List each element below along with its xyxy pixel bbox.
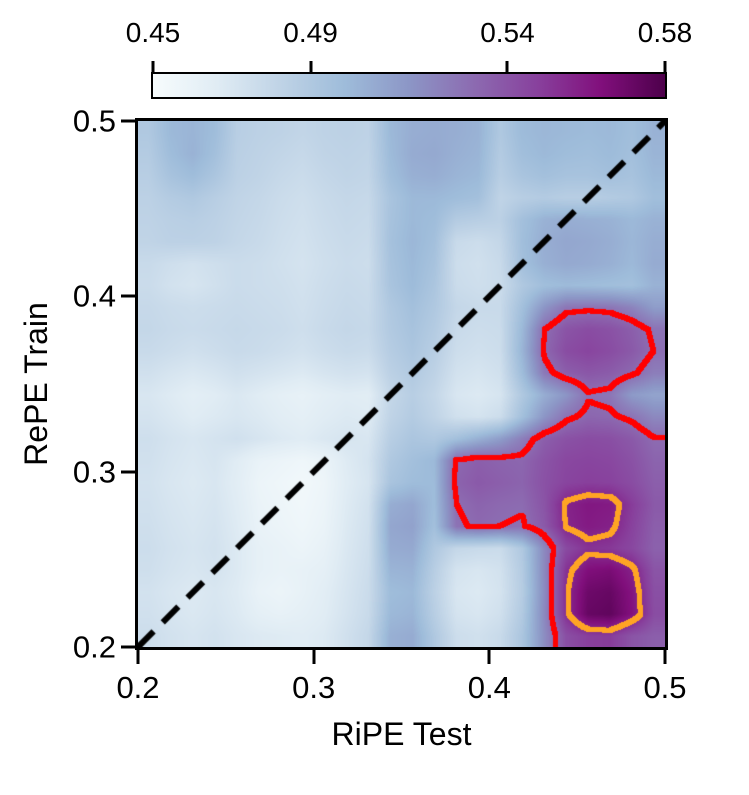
colorbar-tick — [505, 61, 509, 72]
colorbar-tick-label: 0.45 — [125, 17, 181, 48]
y-tick — [121, 294, 135, 298]
colorbar: 0.45 0.49 0.54 0.58 — [126, 17, 692, 99]
y-tick — [121, 645, 135, 649]
plot-area: 0.5 0.4 0.3 0.2 0.2 0.3 0.4 0.5 RiPE Tes… — [18, 106, 687, 753]
colorbar-tick-label: 0.54 — [480, 17, 535, 48]
x-tick — [312, 650, 316, 664]
y-tick-label: 0.4 — [72, 278, 116, 314]
x-tick-label: 0.3 — [292, 670, 336, 705]
y-tick-label: 0.5 — [72, 103, 116, 139]
x-tick — [663, 650, 667, 664]
y-tick-label: 0.2 — [72, 629, 116, 665]
colorbar-tick — [663, 61, 667, 72]
x-tick-label: 0.2 — [116, 670, 160, 705]
y-tick — [121, 119, 135, 123]
x-tick-label: 0.4 — [467, 670, 511, 705]
y-tick-label: 0.3 — [72, 454, 116, 490]
x-axis-label: RiPE Test — [331, 716, 472, 752]
colorbar-tick — [309, 61, 313, 72]
colorbar-tick-label: 0.49 — [283, 17, 338, 48]
colorbar-tick — [151, 61, 155, 72]
x-tick — [487, 650, 491, 664]
colorbar-tick-label: 0.58 — [637, 17, 693, 48]
y-tick — [121, 470, 135, 474]
y-axis-label: RePE Train — [18, 302, 54, 466]
x-tick-label: 0.5 — [643, 670, 687, 705]
heatmap-canvas — [138, 121, 665, 647]
x-tick — [136, 650, 140, 664]
colorbar-gradient — [153, 74, 665, 97]
